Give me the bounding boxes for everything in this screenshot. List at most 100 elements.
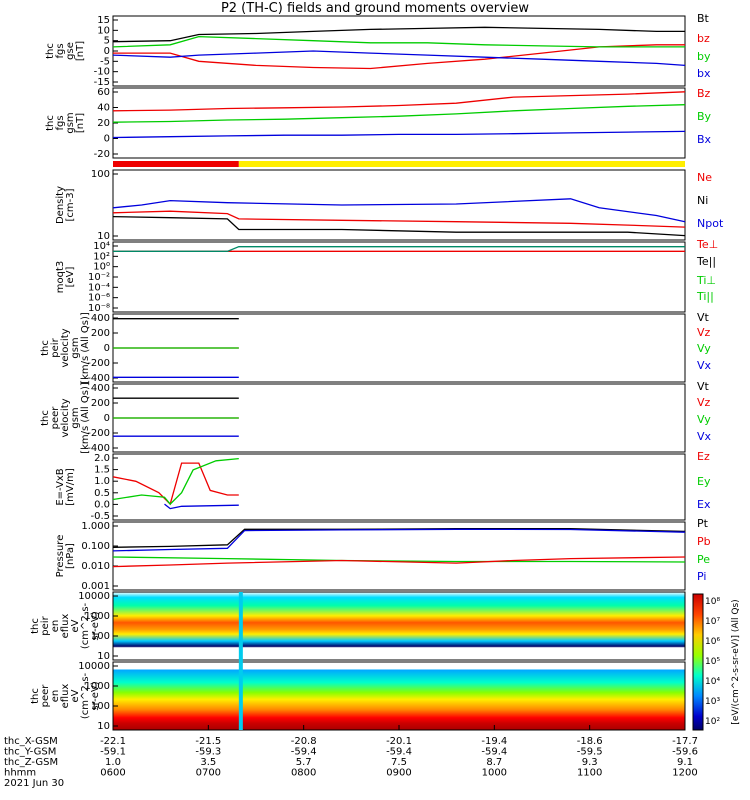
legend-entry: Vx (697, 430, 712, 443)
y-axis-label: eflux (60, 684, 71, 709)
footer-row-label: thc_X-GSM (4, 736, 58, 747)
footer-x-value: -21.5 (195, 736, 221, 747)
legend-entry: Bx (697, 133, 712, 146)
y-axis-label: [mV/m] (65, 468, 76, 506)
y-tick-label: 0 (104, 413, 110, 424)
y-axis-label: [km/s (All Qs)] (80, 382, 91, 454)
y-axis-label: eflux (60, 614, 71, 639)
y-axis-label: eV (70, 619, 81, 632)
footer-y-value: -59.4 (291, 747, 317, 758)
footer-z-value: 1.0 (105, 757, 121, 768)
colorbar-label: [eV/(cm^2-s-sr-eV)] (All Qs) (731, 599, 741, 724)
y-tick-label: 0.010 (81, 561, 110, 572)
legend-entry: Vz (697, 326, 711, 339)
plot-title: P2 (TH-C) fields and ground moments over… (221, 1, 529, 16)
series-line-Pb (112, 556, 686, 568)
y-tick-label: -10 (94, 67, 110, 78)
panel-frame-3 (112, 169, 686, 241)
panel-frame-1 (112, 15, 686, 87)
series-line-Npot (112, 198, 686, 223)
x-tick-label: 0700 (196, 768, 221, 779)
y-axis-label: velocity (60, 328, 71, 367)
y-tick-label: 200 (91, 328, 110, 339)
legend-entry: Te|| (696, 255, 716, 268)
y-tick-label: 1.000 (81, 521, 110, 532)
y-tick-label: 10000 (78, 661, 110, 672)
y-axis-label: Density (55, 186, 66, 224)
footer-z-value: 3.5 (200, 757, 216, 768)
y-tick-label: 200 (91, 398, 110, 409)
y-axis-label: [eV] (65, 267, 76, 288)
series-line-Pi (112, 528, 686, 552)
y-tick-label: 10 (97, 25, 110, 36)
legend-entry: Npot (697, 217, 724, 230)
y-tick-label: 10000 (78, 591, 110, 602)
y-tick-label: -400 (87, 443, 110, 454)
y-axis-label: sr-eV) (90, 681, 101, 710)
y-tick-label: -200 (87, 358, 110, 369)
footer-y-value: -59.3 (195, 747, 221, 758)
footer-z-value: 9.3 (582, 757, 598, 768)
series-line-bz (113, 44, 685, 70)
y-tick-label: 10² (93, 251, 110, 262)
legend-entry: Pi (697, 570, 706, 583)
x-tick-label: 1100 (577, 768, 602, 779)
series-line-By (112, 104, 686, 123)
x-tick-label: 0900 (386, 768, 411, 779)
footer-z-value: 9.1 (677, 757, 693, 768)
series-line-Ex (164, 503, 239, 510)
legend-entry: Pt (697, 517, 709, 530)
y-tick-label: 400 (91, 383, 110, 394)
y-axis-label: [nT] (75, 113, 86, 133)
y-tick-label: 10⁻² (88, 272, 110, 283)
legend-entry: bx (697, 67, 711, 80)
footer-row-label: thc_Y-GSM (4, 747, 56, 758)
y-tick-label: 10 (97, 651, 110, 662)
footer-y-value: -59.1 (100, 747, 126, 758)
y-axis-label: thc (30, 688, 41, 704)
colorbar-tick: 10² (705, 717, 720, 727)
y-tick-label: 60 (97, 87, 110, 98)
y-axis-label: gsm (70, 337, 81, 358)
colorbar-tick: 10⁶ (705, 637, 720, 647)
legend-entry: Vt (697, 311, 710, 324)
panel-frame-10 (112, 661, 686, 731)
legend-entry: Ex (697, 498, 711, 511)
y-axis-label: (cm^2-s- (80, 602, 91, 649)
x-tick-label: 1000 (482, 768, 507, 779)
y-tick-label: 100 (91, 701, 110, 712)
series-line-Ey (112, 457, 239, 506)
legend-entry: by (697, 50, 711, 63)
footer-x-value: -19.4 (481, 736, 507, 747)
y-tick-label: 0 (104, 134, 110, 145)
series-line-Ez (112, 462, 239, 506)
y-axis-label: peir (50, 337, 61, 357)
series-line-Ne (112, 210, 686, 228)
panel-frame-8 (112, 521, 686, 591)
y-axis-label: thc (40, 340, 51, 356)
colorbar-tick: 10⁸ (705, 597, 720, 607)
legend-entry: Ey (697, 475, 711, 488)
footer-row-label: thc_Z-GSM (4, 757, 58, 768)
footer-y-value: -59.6 (672, 747, 698, 758)
y-tick-label: 400 (91, 313, 110, 324)
footer-row-label: 2021 Jun 30 (4, 778, 64, 789)
y-axis-label: gsm (70, 407, 81, 428)
footer-x-value: -20.1 (386, 736, 412, 747)
y-tick-label: 0.001 (81, 581, 110, 592)
legend-entry: bz (697, 32, 710, 45)
series-line-bx (112, 50, 686, 67)
y-tick-label: 10⁻⁸ (88, 303, 110, 314)
y-tick-label: 10⁻⁴ (88, 282, 110, 293)
legend-entry: Te⊥ (696, 238, 718, 251)
y-tick-label: 10 (97, 721, 110, 732)
y-axis-label: fgs (55, 43, 66, 58)
footer-x-value: -17.7 (672, 736, 698, 747)
y-tick-label: 2.0 (94, 453, 110, 464)
y-axis-label: fgs (55, 115, 66, 130)
legend-entry: Bt (697, 12, 710, 25)
y-tick-label: 0 (104, 46, 110, 57)
legend-entry: Ne (697, 171, 712, 184)
